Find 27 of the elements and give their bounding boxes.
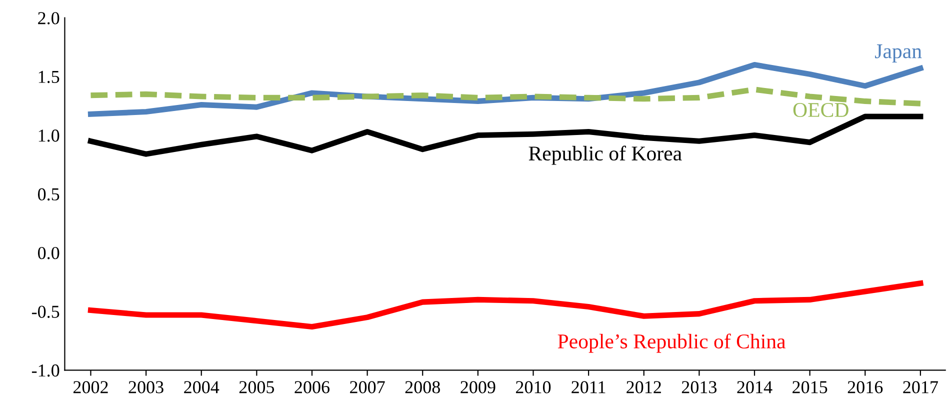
x-tick-label: 2006 (294, 381, 330, 394)
y-tick-label: -0.5 (32, 306, 60, 318)
y-tick-label: 1.5 (38, 70, 60, 84)
series-label: Republic of Korea (528, 146, 682, 165)
x-tick-label: 2010 (516, 381, 551, 394)
y-tick-label: -1.0 (32, 364, 60, 377)
x-tick-label: 2008 (405, 381, 440, 394)
series-label: People’s Republic of China (558, 334, 786, 353)
x-tick-label: 2012 (626, 381, 661, 394)
y-tick-label: 0.5 (38, 188, 60, 201)
x-tick-label: 2015 (792, 381, 828, 394)
x-tick-label: 2007 (350, 381, 385, 394)
x-tick-label: 2016 (848, 381, 883, 394)
series-label: OECD (793, 102, 848, 117)
x-tick-label: 2011 (572, 381, 606, 394)
y-tick-label: 0.0 (38, 246, 60, 260)
x-tick-label: 2009 (460, 381, 496, 394)
x-tick-label: 2003 (128, 381, 164, 394)
x-tick-label: 2017 (903, 381, 938, 394)
x-tick-label: 2004 (184, 381, 220, 394)
x-tick-label: 2002 (73, 381, 108, 394)
x-tick-label: 2014 (737, 381, 772, 394)
series-label: Japan (875, 44, 922, 62)
x-tick-label: 2005 (239, 381, 274, 394)
x-tick-label: 2013 (682, 381, 717, 394)
y-tick-label: 1.0 (38, 130, 60, 142)
y-tick-label: 2.0 (38, 12, 60, 24)
